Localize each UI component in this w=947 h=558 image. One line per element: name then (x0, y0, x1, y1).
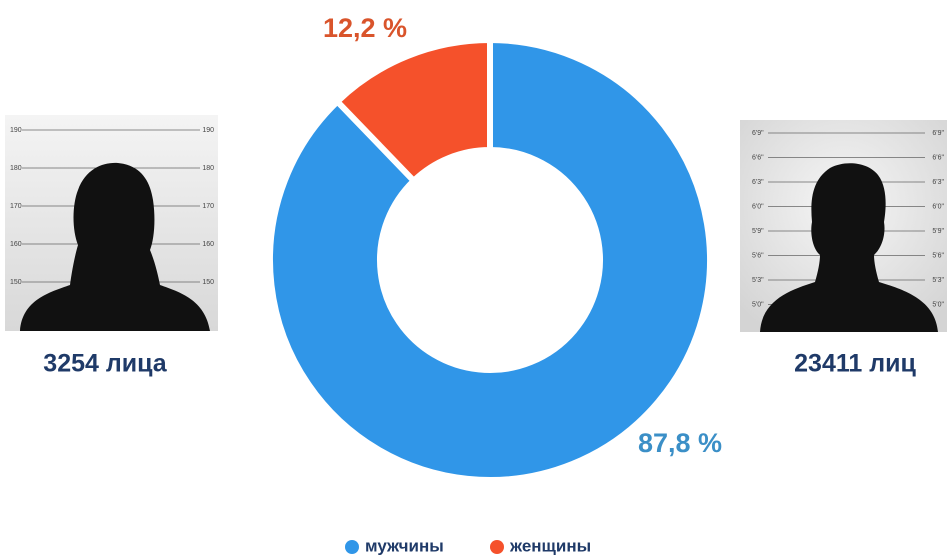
annotation: 3254 лица (43, 350, 167, 378)
scale-label: 6'3" (932, 179, 944, 186)
legend-label: мужчины (365, 536, 444, 555)
scale-label: 5'6" (752, 252, 764, 259)
legend-marker (490, 540, 504, 554)
scale-label: 170 (10, 203, 22, 210)
scale-label: 5'0" (932, 301, 944, 308)
annotation: 23411 лиц (794, 350, 916, 378)
scale-label: 6'0" (932, 203, 944, 210)
scale-label: 6'0" (752, 203, 764, 210)
slice (333, 36, 493, 186)
scale-label: 5'9" (932, 228, 944, 235)
scale-label: 5'9" (752, 228, 764, 235)
scale-label: 6'6" (752, 154, 764, 161)
scale-label: 180 (10, 165, 22, 172)
scale-label: 6'9" (752, 130, 764, 137)
scale-label: 150 (10, 279, 22, 286)
scale-label: 5'3" (752, 277, 764, 284)
scale-label: 5'3" (932, 277, 944, 284)
scale-label: 160 (10, 241, 22, 248)
scale-label: 5'6" (932, 252, 944, 259)
value-label: 12,2 % (323, 13, 407, 43)
female-mugshot: 190 190 180 180 170 170 160 160 150 150 (5, 115, 218, 331)
scale-label: 190 (202, 127, 214, 134)
scale-label: 150 (202, 279, 214, 286)
scale-label: 160 (202, 241, 214, 248)
scale-label: 6'6" (932, 154, 944, 161)
donut (267, 36, 713, 483)
scale-label: 5'0" (752, 301, 764, 308)
legend-marker (345, 540, 359, 554)
male-mugshot: 6'9" 6'9" 6'6" 6'6" 6'3" 6'3" 6'0" 6'0" 5'9" 5'9"… (740, 120, 947, 332)
scale-label: 6'3" (752, 179, 764, 186)
scale-label: 180 (202, 165, 214, 172)
scale-label: 190 (10, 127, 22, 134)
scale-label: 170 (202, 203, 214, 210)
scale-label: 6'9" (932, 130, 944, 137)
legend-label: женщины (509, 536, 591, 555)
value-label: 87,8 % (638, 428, 722, 458)
